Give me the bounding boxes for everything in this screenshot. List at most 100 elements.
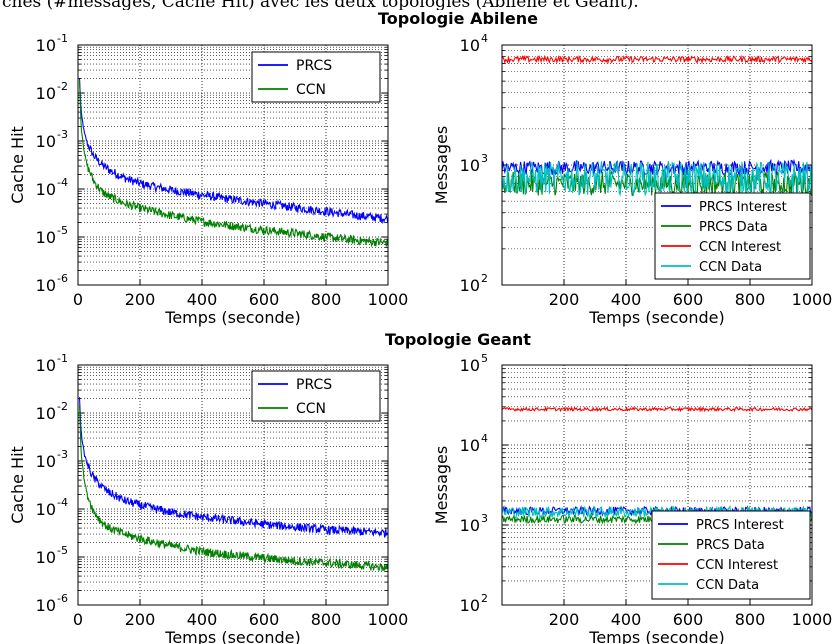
y-axis-label: Cache Hit xyxy=(8,446,27,524)
y-tick-label: 10 xyxy=(460,276,480,295)
figure-caption: ches (#messages, Cache Hit) avec les deu… xyxy=(2,0,639,10)
x-tick-label: 400 xyxy=(611,610,642,629)
y-tick-label: 10 xyxy=(460,356,480,375)
y-tick-label: 10 xyxy=(460,516,480,535)
series-line-ccn xyxy=(78,405,388,572)
legend-label: CCN Interest xyxy=(696,558,778,573)
y-tick-exponent: 4 xyxy=(481,432,488,445)
x-tick-label: 400 xyxy=(187,290,218,309)
legend-label: PRCS xyxy=(296,377,332,393)
y-tick-exponent: 3 xyxy=(481,512,488,525)
y-tick-label: 10 xyxy=(460,156,480,175)
x-tick-label: 600 xyxy=(249,290,280,309)
series-line-ccn xyxy=(78,79,388,248)
y-tick-exponent: -6 xyxy=(57,272,68,285)
x-tick-label: 0 xyxy=(73,290,83,309)
x-tick-label: 1000 xyxy=(368,610,409,629)
x-tick-label: 600 xyxy=(249,610,280,629)
y-tick-exponent: -4 xyxy=(57,176,68,189)
y-tick-exponent: -1 xyxy=(57,32,68,45)
y-tick-label: 10 xyxy=(36,132,56,151)
x-tick-label: 0 xyxy=(73,610,83,629)
x-tick-label: 1000 xyxy=(792,290,833,309)
y-axis-label: Messages xyxy=(432,126,451,204)
series-line-ccn-interest xyxy=(502,54,812,65)
legend-label: CCN Data xyxy=(696,578,759,593)
y-tick-exponent: 2 xyxy=(481,272,488,285)
y-tick-exponent: -3 xyxy=(57,128,68,141)
x-tick-label: 1000 xyxy=(368,290,409,309)
group-title-abilene: Topologie Abilene xyxy=(378,9,538,28)
x-tick-label: 800 xyxy=(735,290,766,309)
x-tick-label: 600 xyxy=(673,290,704,309)
x-tick-label: 400 xyxy=(187,610,218,629)
series-line-prcs xyxy=(78,78,388,225)
group-title-geant: Topologie Geant xyxy=(385,330,531,349)
legend-label: CCN xyxy=(296,401,326,417)
legend-label: PRCS Data xyxy=(699,220,768,235)
series-line-ccn-interest xyxy=(502,405,812,413)
y-tick-label: 10 xyxy=(460,436,480,455)
y-tick-label: 10 xyxy=(36,276,56,295)
y-tick-label: 10 xyxy=(36,180,56,199)
plot-geant-cache-hit: 10 -610 -510 -410 -310 -210 -10 200 400 600 800 100… xyxy=(8,352,408,644)
x-tick-label: 800 xyxy=(735,610,766,629)
series-line-prcs xyxy=(78,397,388,539)
x-axis-label: Temps (seconde) xyxy=(588,628,724,644)
legend-box xyxy=(654,192,811,280)
x-tick-label: 200 xyxy=(549,290,580,309)
x-tick-label: 800 xyxy=(311,610,342,629)
y-tick-label: 10 xyxy=(36,452,56,471)
y-tick-label: 10 xyxy=(460,36,480,55)
y-tick-label: 10 xyxy=(36,84,56,103)
legend-box xyxy=(251,51,381,103)
y-tick-exponent: -4 xyxy=(57,496,68,509)
y-tick-label: 10 xyxy=(36,596,56,615)
y-tick-exponent: -5 xyxy=(57,224,68,237)
x-tick-label: 800 xyxy=(311,290,342,309)
y-tick-exponent: 4 xyxy=(481,32,488,45)
y-tick-label: 10 xyxy=(36,500,56,519)
y-tick-exponent: -3 xyxy=(57,448,68,461)
legend-label: CCN xyxy=(296,82,326,98)
y-tick-exponent: -5 xyxy=(57,544,68,557)
plot-frame xyxy=(501,364,813,606)
y-tick-exponent: -2 xyxy=(57,400,68,413)
plot-abilene-cache-hit: 10 -610 -510 -410 -310 -210 -10 200 400 600 800 100… xyxy=(8,32,408,327)
x-tick-label: 200 xyxy=(125,610,156,629)
x-axis-label: Temps (seconde) xyxy=(588,308,724,327)
y-tick-label: 10 xyxy=(36,548,56,567)
y-axis-label: Messages xyxy=(432,446,451,524)
series-line-ccn-data xyxy=(502,161,812,197)
plot-frame xyxy=(77,364,389,606)
y-tick-exponent: -6 xyxy=(57,592,68,605)
legend-label: CCN Interest xyxy=(699,240,781,255)
x-tick-label: 1000 xyxy=(792,610,833,629)
legend-label: CCN Data xyxy=(699,260,762,275)
legend-label: PRCS Interest xyxy=(699,200,787,215)
legend-box xyxy=(251,370,381,422)
legend-label: PRCS Interest xyxy=(696,518,784,533)
y-tick-label: 10 xyxy=(36,228,56,247)
x-axis-label: Temps (seconde) xyxy=(164,308,300,327)
x-axis-label: Temps (seconde) xyxy=(164,628,300,644)
y-tick-exponent: -2 xyxy=(57,80,68,93)
x-tick-label: 200 xyxy=(125,290,156,309)
plot-frame xyxy=(501,44,813,286)
y-tick-label: 10 xyxy=(460,596,480,615)
y-axis-label: Cache Hit xyxy=(8,126,27,204)
legend-label: PRCS Data xyxy=(696,538,765,553)
y-tick-exponent: 2 xyxy=(481,592,488,605)
y-tick-label: 10 xyxy=(36,404,56,423)
y-tick-exponent: -1 xyxy=(57,352,68,365)
y-tick-label: 10 xyxy=(36,36,56,55)
x-tick-label: 600 xyxy=(673,610,704,629)
y-tick-label: 10 xyxy=(36,356,56,375)
x-tick-label: 400 xyxy=(611,290,642,309)
x-tick-label: 200 xyxy=(549,610,580,629)
legend-label: PRCS xyxy=(296,58,332,74)
plot-frame xyxy=(77,44,389,286)
